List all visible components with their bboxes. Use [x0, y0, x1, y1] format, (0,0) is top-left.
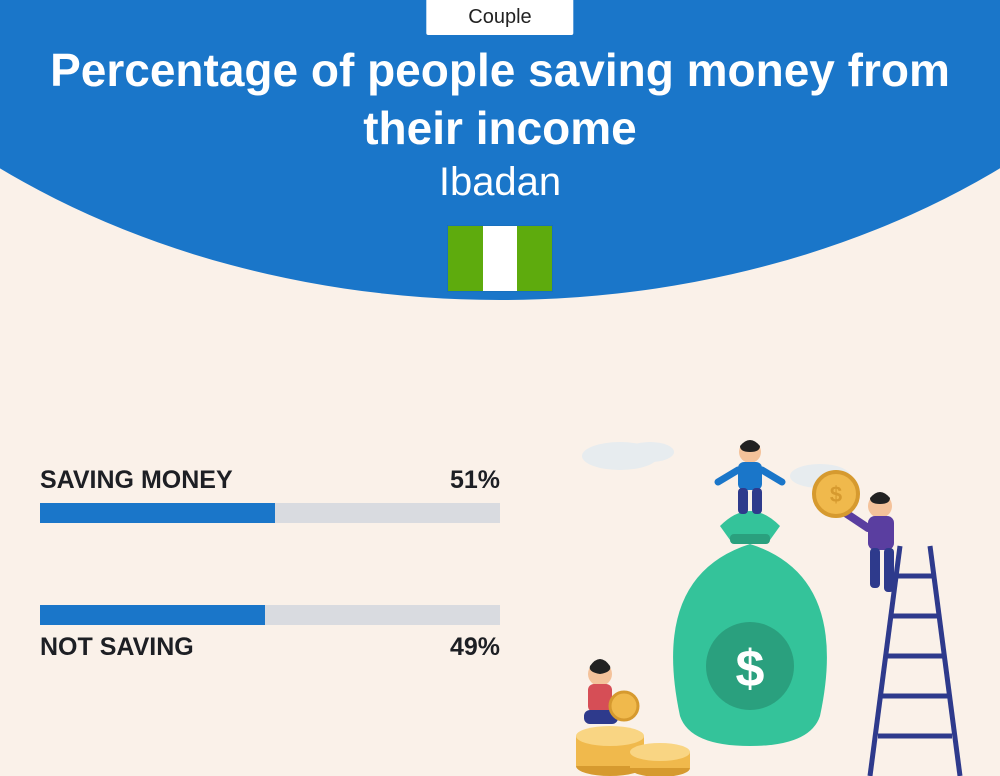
bar-fill [40, 503, 275, 523]
person-sitting-icon [584, 659, 638, 724]
location-subtitle: Ibadan [0, 160, 1000, 205]
person-ladder-icon: $ [814, 472, 894, 592]
bar-label: NOT SAVING [40, 633, 194, 662]
category-badge: Couple [426, 0, 573, 35]
bar-label-row: NOT SAVING 49% [40, 633, 500, 662]
bar-fill [40, 605, 265, 625]
ladder-icon [870, 546, 960, 776]
svg-text:$: $ [736, 640, 765, 698]
bar-label-row: SAVING MONEY 51% [40, 466, 500, 495]
bar-track [40, 605, 500, 625]
coin-stack-icon [576, 726, 690, 776]
nigeria-flag-icon [448, 226, 552, 291]
person-top-icon [718, 440, 782, 514]
flag-stripe-mid [483, 226, 518, 291]
main-title: Percentage of people saving money from t… [0, 42, 1000, 157]
flag-stripe-left [448, 226, 483, 291]
bar-value: 51% [450, 466, 500, 495]
bar-label: SAVING MONEY [40, 466, 233, 495]
bars-section: SAVING MONEY 51% NOT SAVING 49% [40, 466, 500, 744]
bar-track [40, 503, 500, 523]
bar-not-saving: NOT SAVING 49% [40, 605, 500, 662]
svg-text:$: $ [830, 482, 842, 507]
flag-stripe-right [517, 226, 552, 291]
bar-saving: SAVING MONEY 51% [40, 466, 500, 523]
savings-illustration: $ $ [560, 416, 980, 776]
bar-value: 49% [450, 633, 500, 662]
money-bag-icon: $ [673, 511, 827, 746]
